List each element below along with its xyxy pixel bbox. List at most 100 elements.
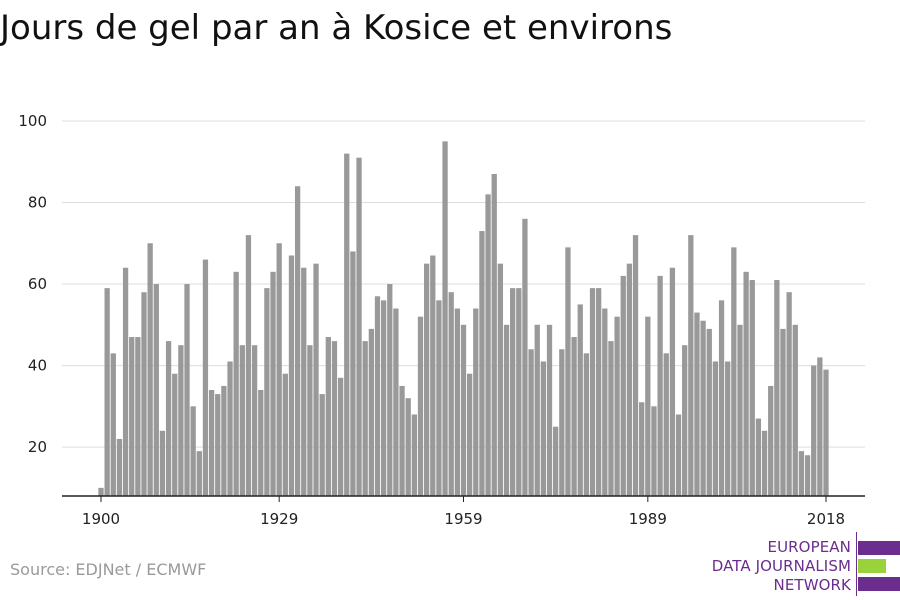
bar-1942: [356, 157, 362, 496]
bar-1901: [104, 288, 110, 496]
y-tick-label: 40: [28, 357, 47, 375]
bar-1965: [497, 263, 504, 496]
bar-2008: [761, 430, 768, 496]
bar-1996: [688, 235, 694, 496]
bar-1905: [129, 337, 135, 496]
bar-1939: [337, 377, 344, 496]
bar-1960: [467, 373, 473, 496]
bar-1908: [147, 243, 153, 496]
bar-1929: [276, 243, 282, 496]
bar-1948: [393, 308, 399, 496]
bar-1961: [473, 308, 479, 496]
bar-1947: [387, 284, 393, 496]
bar-1919: [215, 394, 221, 496]
bar-1944: [368, 328, 374, 496]
bar-1987: [632, 235, 639, 496]
bar-2003: [731, 247, 737, 496]
x-tick-label: 1989: [629, 510, 667, 528]
bar-1900: [98, 487, 104, 496]
logo-divider: [856, 532, 857, 596]
bar-2012: [786, 292, 792, 496]
bar-1911: [165, 341, 172, 496]
bar-1963: [485, 194, 491, 496]
bar-1955: [436, 300, 442, 496]
bar-1978: [577, 304, 583, 496]
bar-2015: [804, 455, 811, 496]
bar-2016: [811, 365, 817, 496]
bar-1928: [270, 271, 276, 496]
bar-1918: [208, 390, 215, 496]
bar-1951: [411, 414, 417, 496]
bar-1950: [405, 398, 411, 496]
bar-1909: [153, 284, 159, 496]
logo-bar-middle: [858, 559, 886, 573]
bar-1959: [460, 324, 467, 496]
bar-2017: [817, 357, 823, 496]
bar-1938: [331, 341, 338, 496]
logo-text: EUROPEAN DATA JOURNALISM NETWORK: [712, 538, 851, 595]
bar-2002: [725, 361, 731, 496]
bar-1984: [614, 316, 620, 496]
bar-1914: [184, 284, 190, 496]
bar-1907: [141, 292, 147, 496]
bar-1993: [669, 267, 676, 496]
bar-1997: [694, 312, 700, 496]
x-axis: 1900 1929 1959 1989 2018: [62, 495, 865, 528]
logo-line-3: NETWORK: [773, 576, 851, 594]
bar-1917: [202, 259, 209, 496]
y-tick-label: 60: [28, 275, 47, 293]
logo-line-1: EUROPEAN: [767, 538, 851, 556]
x-tick-label: 1929: [260, 510, 298, 528]
logo-line-2: DATA JOURNALISM: [711, 557, 851, 575]
bar-1922: [233, 271, 239, 496]
bar-1934: [307, 345, 313, 496]
bar-1989: [645, 316, 651, 496]
bar-chart: 20 40 60 80 100 1900 1929 1959 1989 2018: [18, 112, 865, 528]
chart-area: 20 40 60 80 100 1900 1929 1959 1989 2018: [18, 112, 865, 528]
bar-1974: [553, 426, 559, 496]
bar-1969: [522, 218, 528, 496]
bar-1975: [559, 349, 565, 496]
bar-1933: [301, 267, 307, 496]
bar-1982: [602, 308, 608, 496]
bar-1971: [534, 324, 540, 496]
bar-1945: [374, 296, 381, 496]
y-tick-label: 80: [28, 194, 47, 212]
bar-1981: [596, 288, 602, 496]
bar-1990: [651, 406, 657, 496]
bar-1932: [294, 186, 301, 496]
bar-1916: [196, 451, 202, 496]
bar-1903: [116, 438, 123, 496]
bar-2001: [718, 300, 725, 496]
bar-1957: [448, 292, 454, 496]
bar-1962: [479, 231, 485, 496]
bar-1988: [639, 402, 645, 496]
bar-1994: [675, 414, 682, 496]
bar-2007: [755, 418, 762, 496]
bar-1991: [657, 275, 663, 496]
bar-1986: [626, 263, 633, 496]
bar-1902: [110, 353, 116, 496]
y-tick-label: 20: [28, 438, 47, 456]
bar-1972: [540, 361, 547, 496]
bar-1966: [503, 324, 510, 496]
bar-1998: [700, 320, 706, 496]
bar-1921: [227, 361, 233, 496]
bar-2011: [780, 328, 786, 496]
bar-1925: [251, 345, 258, 496]
bar-1912: [172, 373, 178, 496]
x-tick-label: 1900: [82, 510, 120, 528]
bar-1980: [589, 288, 596, 496]
bar-2005: [743, 271, 749, 496]
bar-1910: [159, 430, 166, 496]
bars: [98, 141, 829, 496]
bar-1926: [258, 390, 264, 496]
logo-bar-top: [858, 541, 900, 555]
bar-2014: [798, 451, 805, 496]
bar-1968: [516, 288, 522, 496]
bar-1936: [319, 394, 325, 496]
bar-1920: [221, 385, 227, 496]
bar-1985: [620, 275, 626, 496]
edjnet-logo: EUROPEAN DATA JOURNALISM NETWORK: [700, 530, 900, 596]
bar-1949: [399, 385, 405, 496]
